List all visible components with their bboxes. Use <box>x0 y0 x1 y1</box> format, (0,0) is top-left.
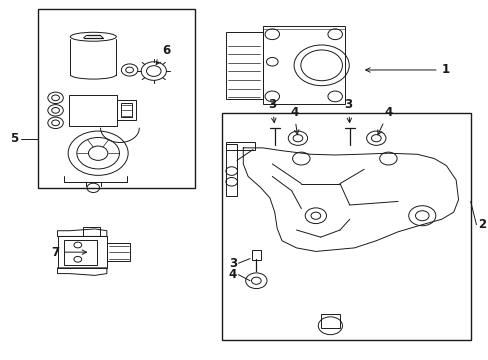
Bar <box>251 250 261 260</box>
Text: 7: 7 <box>51 246 86 258</box>
Text: 2: 2 <box>477 218 485 231</box>
Bar <box>69 95 117 126</box>
Bar <box>320 314 339 328</box>
Text: 3: 3 <box>268 99 276 123</box>
Bar <box>226 142 255 150</box>
Bar <box>226 144 237 196</box>
Bar <box>82 227 100 236</box>
Text: 6: 6 <box>156 44 171 64</box>
Text: 4: 4 <box>228 268 237 281</box>
Bar <box>64 240 97 265</box>
Text: 4: 4 <box>377 105 392 135</box>
Bar <box>226 32 262 99</box>
Text: 5: 5 <box>11 132 19 145</box>
Bar <box>262 26 344 104</box>
Text: 3: 3 <box>228 257 237 270</box>
Text: 3: 3 <box>344 99 352 122</box>
Bar <box>38 9 195 188</box>
Text: 1: 1 <box>365 63 449 76</box>
Bar <box>117 100 136 120</box>
Bar <box>221 113 469 340</box>
Bar <box>121 103 132 117</box>
Bar <box>107 243 130 261</box>
Text: 4: 4 <box>289 105 298 134</box>
